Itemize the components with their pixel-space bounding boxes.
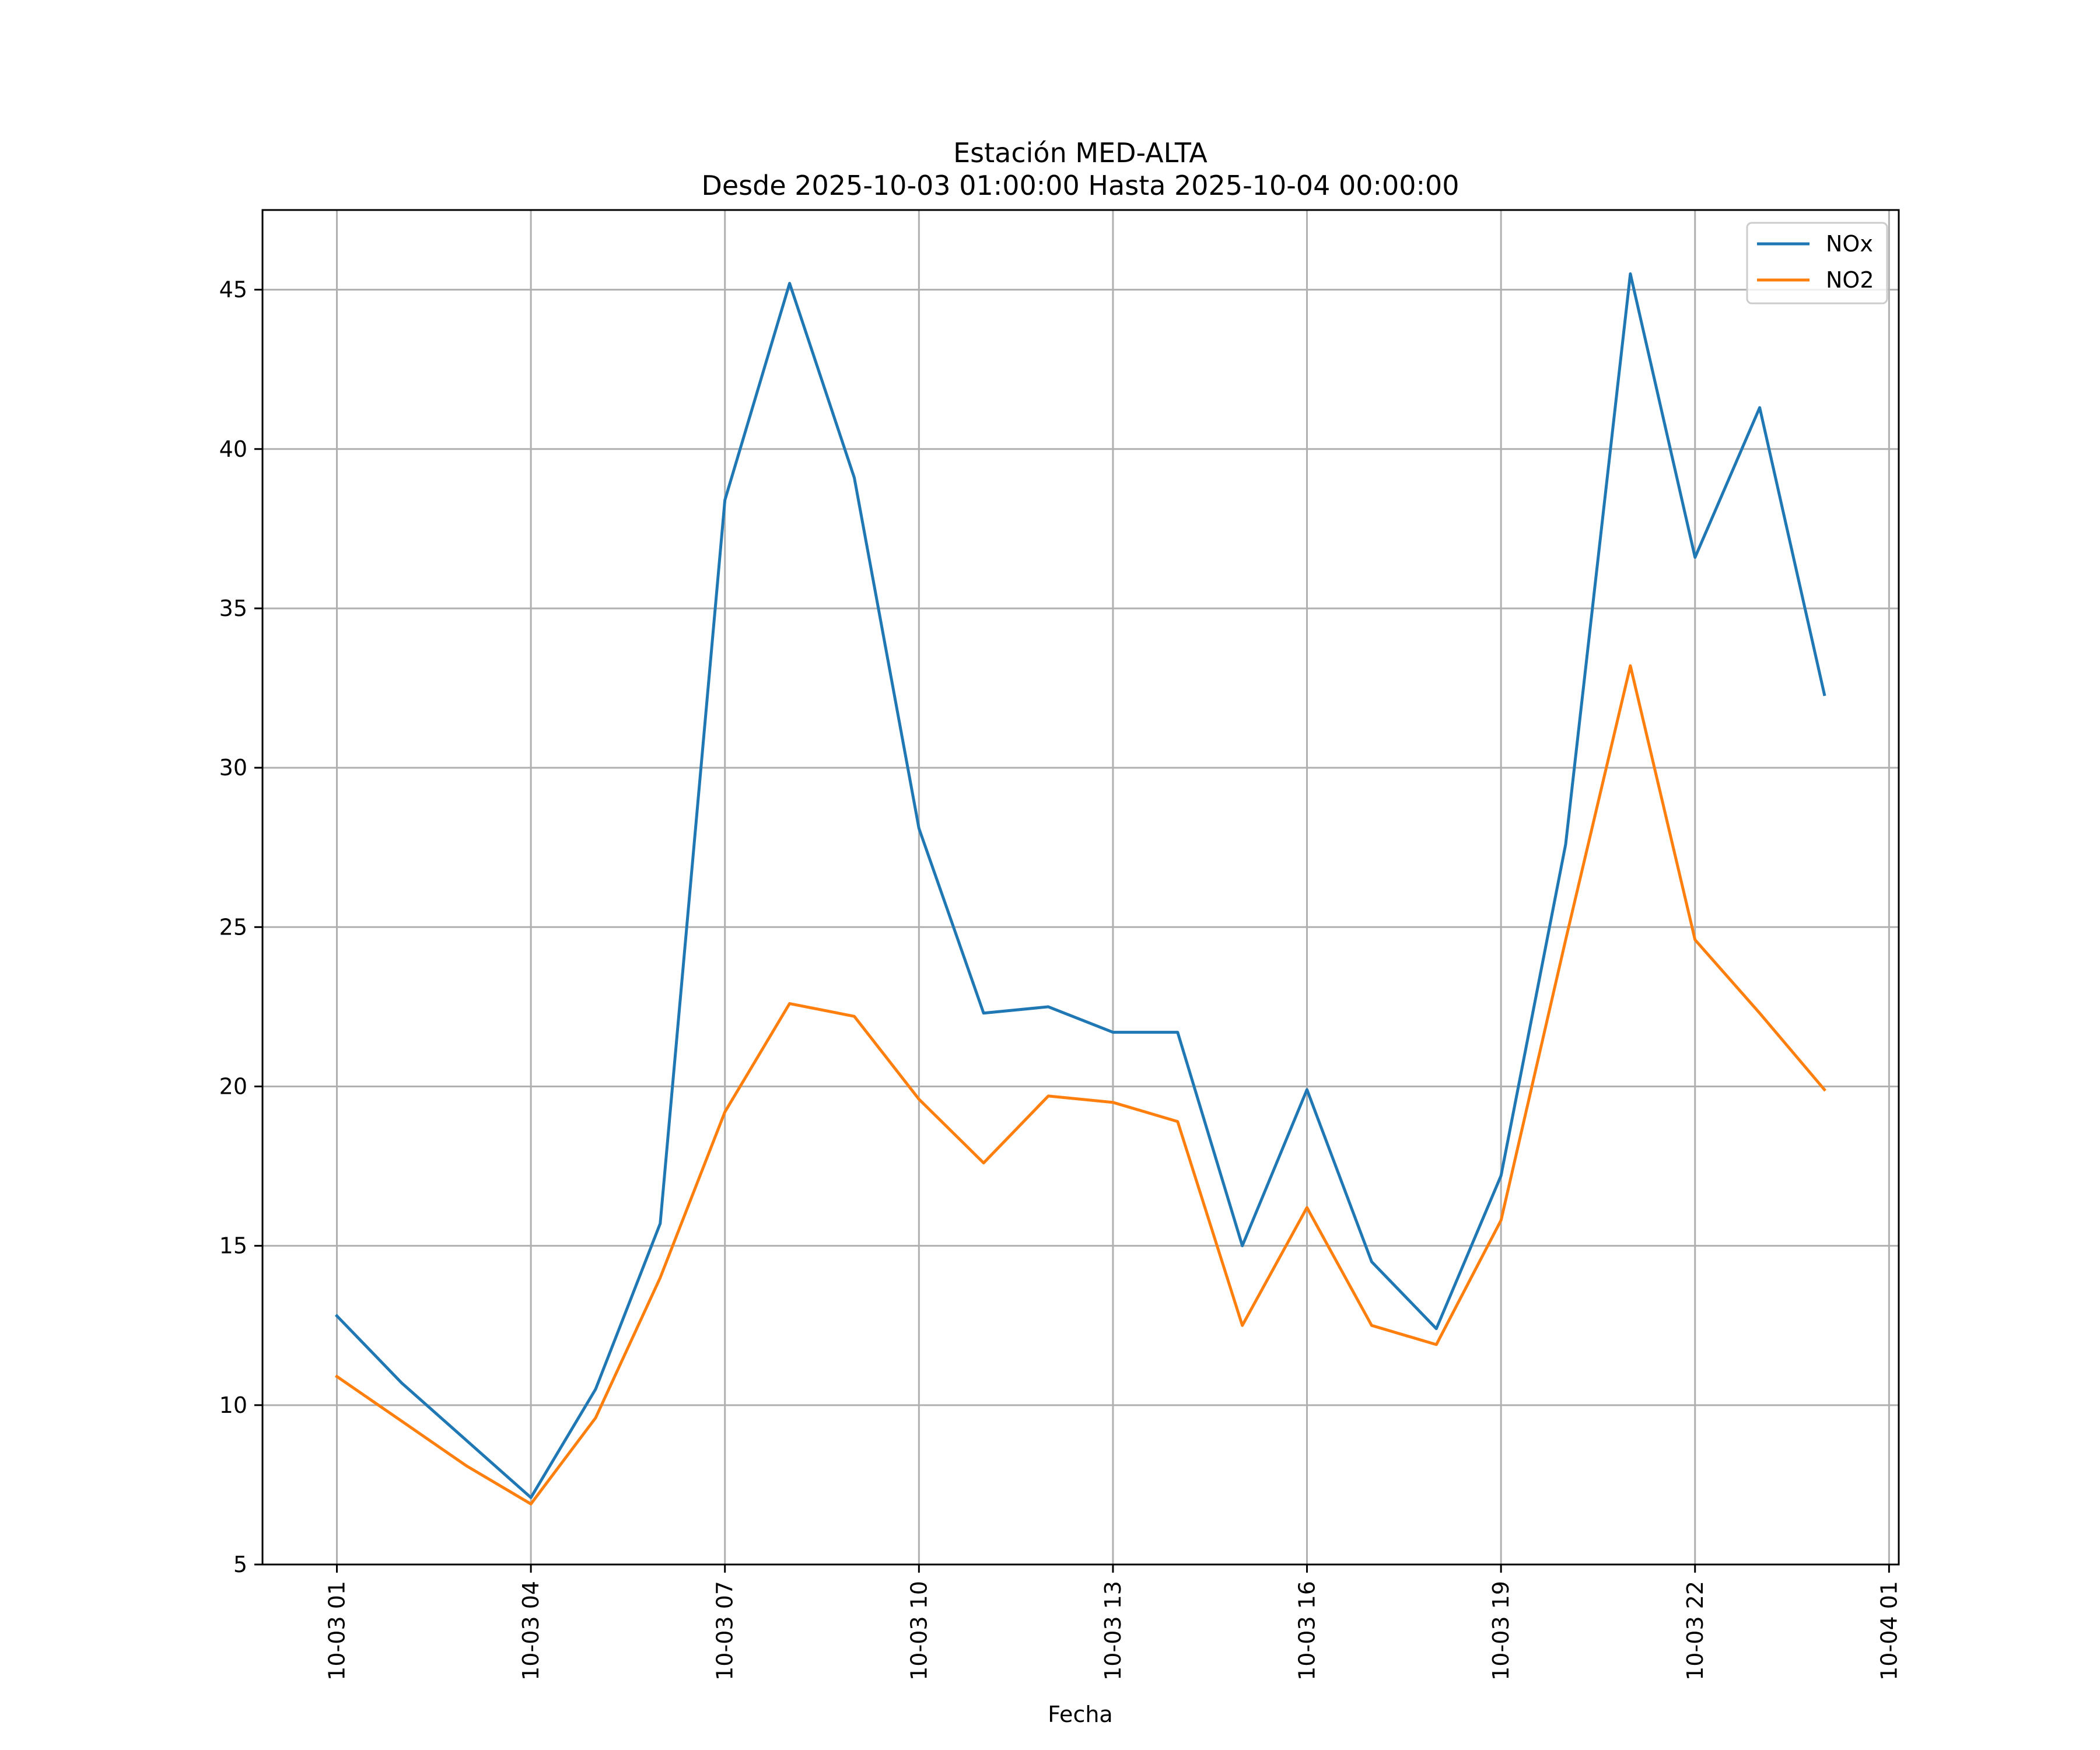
x-tick-label: 10-03 07 (712, 1581, 738, 1681)
y-tick-label: 5 (233, 1552, 247, 1577)
series-line-nox (334, 272, 1826, 1499)
y-tick-label: 15 (219, 1233, 247, 1259)
x-axis-label: Fecha (1048, 1702, 1112, 1727)
legend-label-no2: NO2 (1826, 267, 1874, 293)
chart-title: Estación MED-ALTA (953, 137, 1208, 169)
x-tick-label: 10-03 01 (324, 1581, 350, 1681)
legend-label-nox: NOx (1826, 231, 1873, 257)
x-tick-label: 10-03 16 (1294, 1581, 1320, 1681)
x-tick-label: 10-04 01 (1876, 1581, 1902, 1681)
y-tick-label: 20 (219, 1073, 247, 1099)
x-axis: 10-03 01 10-03 04 10-03 07 10-03 10 10-03 13… (324, 1564, 1902, 1681)
legend: NOx NO2 (1746, 222, 1888, 304)
x-tick-label: 10-03 19 (1488, 1581, 1514, 1681)
series-layer (334, 272, 1827, 1506)
x-tick-label: 10-03 22 (1682, 1581, 1708, 1681)
y-tick-label: 35 (219, 596, 247, 621)
series-line-no2 (335, 664, 1827, 1506)
y-tick-label: 45 (219, 277, 247, 303)
y-tick-label: 10 (219, 1392, 247, 1418)
grid (262, 210, 1899, 1566)
plot-frame (261, 209, 1900, 1566)
y-axis: 5 10 15 20 25 30 35 40 45 (219, 277, 262, 1577)
x-tick-label: 10-03 10 (906, 1581, 932, 1681)
x-tick-label: 10-03 13 (1100, 1581, 1126, 1681)
y-tick-label: 25 (219, 914, 247, 940)
chart-subtitle: Desde 2025-10-03 01:00:00 Hasta 2025-10-… (701, 170, 1459, 201)
y-tick-label: 30 (219, 755, 247, 780)
x-tick-label: 10-03 04 (518, 1581, 544, 1681)
y-tick-label: 40 (219, 436, 247, 462)
